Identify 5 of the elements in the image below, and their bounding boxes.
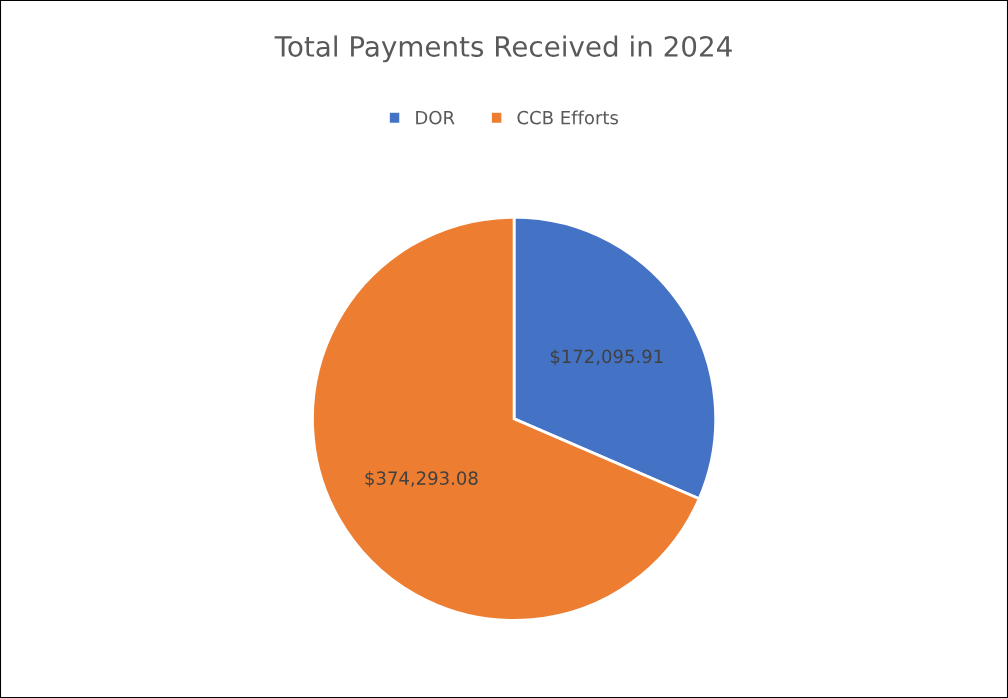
data-label: $374,293.08 <box>365 470 478 488</box>
legend-label: DOR <box>416 110 455 125</box>
chart-title: Total Payments Received in 2024 <box>274 35 732 63</box>
data-label: $172,095.91 <box>550 349 663 366</box>
legend-label: CCB Efforts <box>517 110 618 125</box>
